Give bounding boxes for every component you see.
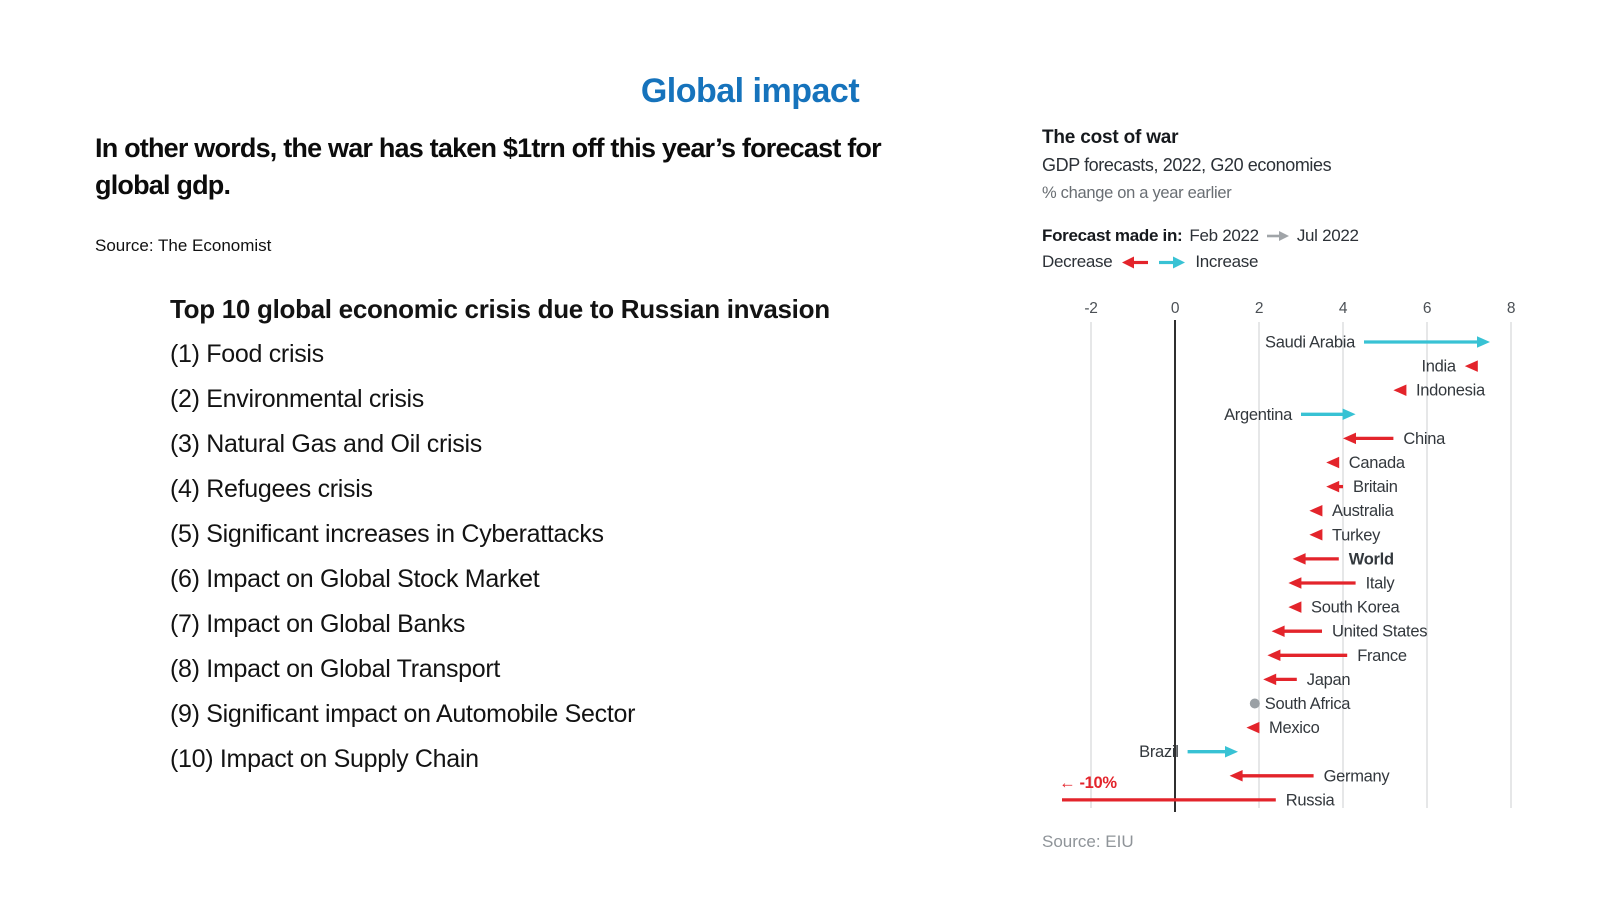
list-item: (7) Impact on Global Banks [170,610,466,638]
row-mexico-label: Mexico [1269,719,1320,737]
row-world-arrow-head [1292,553,1306,565]
forecast-arrow-icon [1266,231,1289,241]
legend-increase-label: Increase [1195,252,1259,271]
row-united-states-arrow-head [1271,625,1285,637]
row-world-label: World [1349,550,1394,568]
chart-title: The cost of war [1042,127,1179,148]
row-saudi-arabia-label: Saudi Arabia [1265,334,1356,352]
row-russia-label: Russia [1286,791,1336,809]
row-australia-label: Australia [1332,502,1395,520]
forecast-arrow-chart: -2 0 2 4 6 8 Saudi Arabia India Indonesia Argenti… [1059,300,1515,812]
list-item: (6) Impact on Global Stock Market [170,565,540,593]
list-item: (10) Impact on Supply Chain [170,745,479,773]
row-canada-label: Canada [1349,454,1406,472]
x-tick-label: 6 [1423,300,1431,317]
row-south-africa-dot [1249,698,1260,709]
row-australia-arrow-head [1309,504,1323,517]
row-germany-label: Germany [1324,767,1391,785]
forecast-made-in-line: Forecast made in: Feb 2022 Jul 2022 [1042,226,1359,246]
row-canada-arrow-head [1326,456,1340,469]
forecast-from: Feb 2022 [1189,226,1259,245]
forecast-to: Jul 2022 [1296,226,1359,245]
x-tick-label: 4 [1339,300,1348,317]
chart-subtitle: GDP forecasts, 2022, G20 economies [1042,155,1332,175]
page-title: Global impact [640,72,860,110]
row-france-arrow-head [1267,649,1281,662]
row-turkey-label: Turkey [1332,526,1381,544]
row-united-states-label: United States [1332,623,1427,641]
x-tick-label: 8 [1507,300,1515,317]
row-germany-arrow-head [1229,770,1243,782]
row-britain-arrow-head [1326,480,1340,493]
row-italy-arrow-head [1288,577,1302,589]
decrease-arrow-icon [1122,256,1149,268]
row-south-korea-arrow-head [1288,601,1302,613]
row-russia-annotation: ← -10% [1059,774,1117,792]
crisis-list: Top 10 global economic crisis due to Rus… [170,287,1000,782]
list-item: (2) Environmental crisis [170,385,424,413]
x-tick-label: 2 [1255,300,1263,317]
row-turkey-arrow-head [1309,529,1323,541]
statement-text: In other words, the war has taken $1trn … [95,133,882,200]
x-tick-label: -2 [1084,300,1097,317]
row-south-korea-label: South Korea [1311,599,1401,617]
source-eiu: Source: EIU [1042,832,1134,851]
row-china-label: China [1403,430,1446,448]
row-britain-label: Britain [1353,478,1398,496]
row-india-arrow-head [1464,360,1478,372]
decrease-increase-legend: Decrease Increase [1042,252,1258,272]
row-brazil-arrow-head [1225,745,1238,758]
row-south-africa-label: South Africa [1265,695,1351,713]
list-item: (9) Significant impact on Automobile Sec… [170,700,636,728]
crisis-list-heading: Top 10 global economic crisis due to Rus… [170,294,830,324]
list-item: (8) Impact on Global Transport [170,655,501,683]
row-japan-arrow-head [1263,673,1277,686]
row-mexico-arrow-head [1246,721,1260,734]
x-tick-label: 0 [1171,300,1180,317]
row-china-arrow-head [1343,432,1356,445]
increase-arrow-icon [1159,256,1186,268]
list-item: (1) Food crisis [170,340,324,368]
list-item: (3) Natural Gas and Oil crisis [170,430,482,458]
row-saudi-arabia-arrow-head [1477,336,1490,348]
row-japan-label: Japan [1307,671,1351,689]
row-india-label: India [1422,358,1457,376]
legend-decrease-label: Decrease [1042,252,1113,271]
row-indonesia-arrow-head [1393,384,1407,396]
chart-panel: The cost of war GDP forecasts, 2022, G20… [1042,0,1562,900]
list-item: (5) Significant increases in Cyberattack… [170,520,604,548]
list-item: (4) Refugees crisis [170,475,373,503]
forecast-label: Forecast made in: [1042,226,1183,245]
row-france-label: France [1357,647,1407,665]
row-argentina-label: Argentina [1224,406,1293,424]
chart-unit-note: % change on a year earlier [1042,184,1232,202]
row-argentina-arrow-head [1342,408,1356,421]
source-economist: Source: The Economist [95,236,272,255]
row-indonesia-label: Indonesia [1416,382,1486,400]
row-brazil-label: Brazil [1139,743,1178,761]
row-italy-label: Italy [1366,575,1396,593]
